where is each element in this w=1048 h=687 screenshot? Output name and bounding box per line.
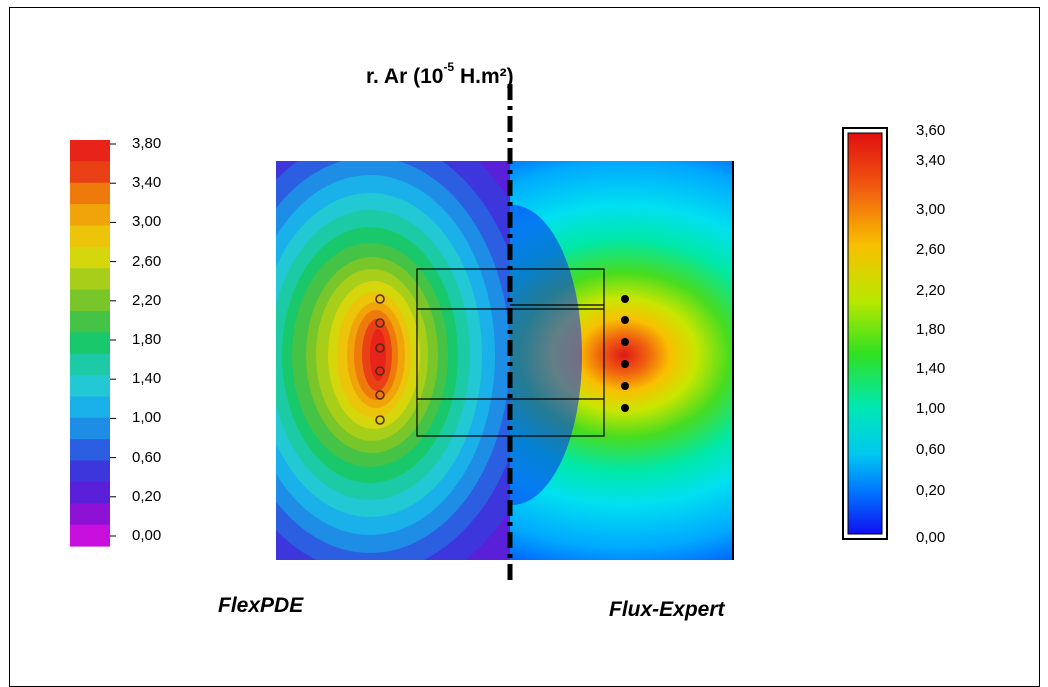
legend-label: 2,60 <box>132 252 162 270</box>
legend-label: 2,20 <box>916 282 946 299</box>
legend-label: 3,00 <box>916 201 946 218</box>
legend-swatch <box>70 268 110 291</box>
legend-swatch <box>70 204 110 227</box>
left-color-legend <box>70 140 116 547</box>
legend-label: 1,40 <box>132 370 162 388</box>
right-conductors <box>621 295 629 412</box>
legend-label: 3,80 <box>132 135 162 152</box>
conductor-marker <box>621 360 629 368</box>
conductor-marker <box>375 294 385 304</box>
legend-label: 1,80 <box>916 321 946 338</box>
legend-swatch <box>70 417 110 440</box>
legend-label: 3,40 <box>916 152 946 169</box>
flexpde-field-map <box>276 161 510 560</box>
legend-label: 0,60 <box>916 441 946 458</box>
legend-swatch <box>70 481 110 504</box>
legend-swatch <box>70 161 110 184</box>
legend-label: 0,20 <box>916 482 946 499</box>
legend-swatch <box>70 396 110 419</box>
legend-label: 0,20 <box>132 487 162 505</box>
legend-swatch <box>70 225 110 248</box>
legend-swatch <box>70 503 110 526</box>
conductor-marker <box>375 343 385 353</box>
legend-swatch <box>70 353 110 376</box>
legend-swatch <box>70 140 110 162</box>
legend-swatch <box>70 289 110 312</box>
conductor-marker <box>621 382 629 390</box>
legend-label: 1,40 <box>916 360 946 377</box>
legend-swatch <box>70 310 110 333</box>
right-color-legend <box>847 132 883 535</box>
legend-swatch <box>70 246 110 269</box>
legend-label: 3,60 <box>916 122 946 139</box>
conductor-marker <box>375 415 385 425</box>
legend-label: 2,60 <box>916 241 946 258</box>
legend-swatch <box>70 332 110 355</box>
conductor-marker <box>621 316 629 324</box>
conductor-marker <box>621 338 629 346</box>
legend-label: 1,80 <box>132 331 162 348</box>
legend-label: 3,40 <box>132 174 162 192</box>
legend-label: 2,20 <box>132 291 162 309</box>
flux-expert-field-map <box>510 161 734 560</box>
conductor-marker <box>621 404 629 412</box>
legend-swatch <box>70 182 110 205</box>
legend-swatch <box>70 524 110 547</box>
legend-label: 1,00 <box>132 409 162 427</box>
legend-swatch <box>70 460 110 483</box>
legend-label: 0,00 <box>916 529 946 546</box>
legend-swatch <box>70 439 110 462</box>
conductor-marker <box>375 366 385 376</box>
left-conductors <box>375 294 385 425</box>
conductor-marker <box>375 318 385 328</box>
legend-label: 0,00 <box>132 527 162 544</box>
flexpde-caption: FlexPDE <box>218 594 304 617</box>
conductor-marker <box>621 295 629 303</box>
legend-label: 0,60 <box>132 448 162 466</box>
figure-title: r. Ar (10-5 H.m²) <box>366 60 514 88</box>
legend-label: 3,00 <box>132 213 162 231</box>
conductor-marker <box>375 390 385 400</box>
flux-expert-caption: Flux-Expert <box>609 598 725 621</box>
legend-swatch <box>70 375 110 398</box>
legend-label: 1,00 <box>916 400 946 417</box>
